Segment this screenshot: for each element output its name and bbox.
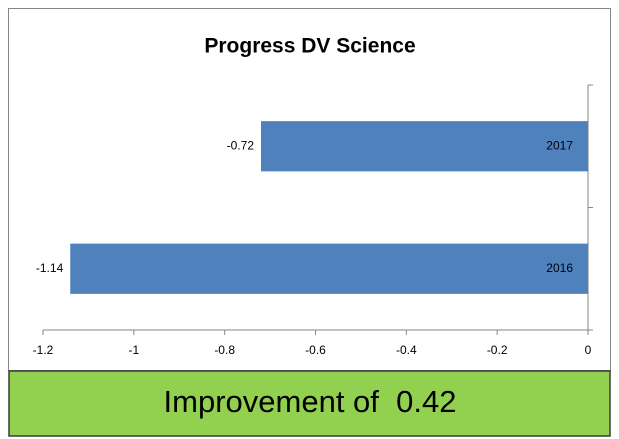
chart-frame <box>8 8 611 371</box>
x-tick-label: -0.6 <box>305 343 326 357</box>
category-label: 2016 <box>546 261 573 275</box>
bar <box>261 121 588 172</box>
x-tick-label: -0.2 <box>487 343 508 357</box>
x-tick-label: -0.8 <box>214 343 235 357</box>
chart-title: Progress DV Science <box>204 35 415 58</box>
x-tick-label: 0 <box>585 343 592 357</box>
x-tick-label: -1.2 <box>33 343 54 357</box>
annotation: Improvement of 0.42 <box>164 384 457 419</box>
bar <box>70 243 588 294</box>
annotation-box <box>8 370 611 437</box>
data-label: -1.14 <box>36 261 64 275</box>
x-tick-label: -0.4 <box>396 343 417 357</box>
x-tick-label: -1 <box>128 343 139 357</box>
data-label: -0.72 <box>227 138 255 152</box>
category-label: 2017 <box>546 138 573 152</box>
